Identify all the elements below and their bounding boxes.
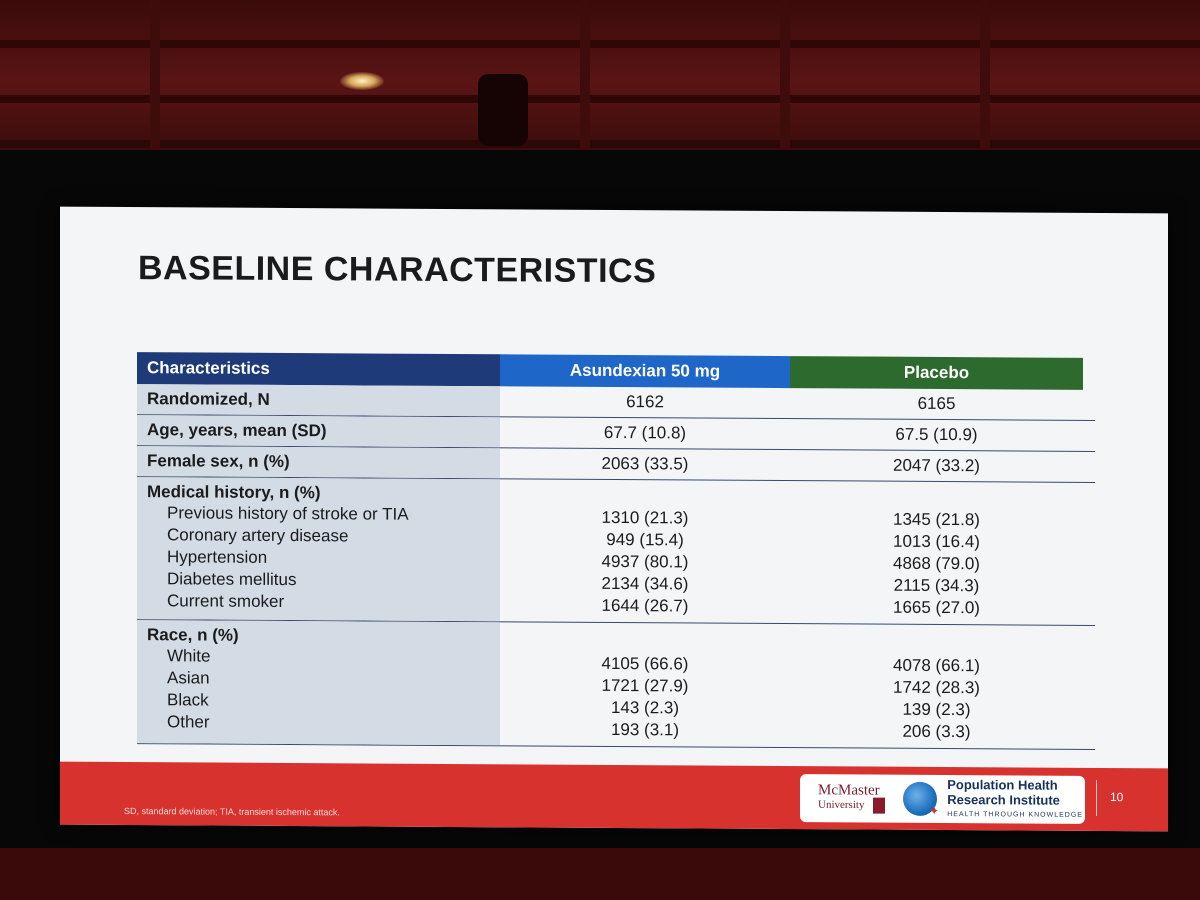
row-label: Race, n (%) (147, 625, 239, 645)
sponsor-logos: McMaster University ✦ Population Health … (800, 774, 1085, 824)
placebo-values: 1345 (21.8) 1013 (16.4) 4868 (79.0) 2115… (790, 481, 1083, 625)
sub-label: Current smoker (167, 591, 285, 611)
sub-label: White (167, 646, 211, 666)
row-label: Female sex, n (%) (137, 446, 500, 479)
placebo-value: 2047 (33.2) (893, 455, 980, 476)
placebo-value: 4868 (79.0) (893, 553, 980, 574)
phri-line1: Population Health (947, 776, 1058, 793)
mcmaster-logo: McMaster University (818, 782, 886, 814)
sub-label: Previous history of stroke or TIA (167, 503, 409, 524)
ceiling-beam (0, 40, 1200, 48)
ceiling-truss (980, 0, 990, 185)
placebo-value: 4078 (66.1) (893, 655, 980, 676)
asundexian-values: 4105 (66.6) 1721 (27.9) 143 (2.3) 193 (3… (500, 622, 790, 747)
row-label: Randomized, N (137, 384, 500, 417)
ceiling-beam (0, 140, 1200, 148)
header-asundexian: Asundexian 50 mg (500, 354, 790, 389)
asundexian-value: 1310 (21.3) (601, 507, 689, 528)
asundexian-values: 1310 (21.3) 949 (15.4) 4937 (80.1) 2134 … (500, 479, 790, 623)
ceiling-truss (580, 0, 590, 185)
sub-label: Coronary artery disease (167, 525, 349, 546)
placebo-value: 1013 (16.4) (893, 531, 980, 552)
sub-label: Black (167, 690, 209, 710)
sub-label: Diabetes mellitus (167, 569, 297, 590)
asundexian-value: 193 (3.1) (610, 719, 680, 740)
asundexian-value: 143 (2.3) (610, 697, 680, 718)
sub-label: Hypertension (167, 547, 268, 567)
asundexian-value: 2134 (34.6) (601, 573, 689, 594)
presentation-slide: BASELINE CHARACTERISTICS Characteristics… (60, 206, 1168, 832)
asundexian-value: 1721 (27.9) (601, 675, 689, 696)
asundexian-value: 4105 (66.6) (601, 653, 689, 674)
stage-floor (0, 848, 1200, 900)
ceiling-light (340, 72, 384, 90)
phri-line2: Research Institute (947, 791, 1060, 808)
ceiling-beam (0, 95, 1200, 103)
placebo-values: 4078 (66.1) 1742 (28.3) 139 (2.3) 206 (3… (790, 624, 1083, 749)
crest-icon (873, 797, 886, 814)
slide-footer: SD, standard deviation; TIA, transient i… (60, 761, 1168, 832)
hanging-speaker (478, 74, 528, 146)
footnote: SD, standard deviation; TIA, transient i… (124, 806, 340, 818)
phri-logo: Population Health Research Institute HEA… (947, 777, 1083, 823)
placebo-value: 139 (2.3) (902, 699, 971, 720)
header-characteristics: Characteristics (137, 352, 500, 387)
asundexian-value: 2063 (33.5) (601, 453, 689, 474)
asundexian-value: 6162 (626, 392, 664, 412)
mcmaster-name: McMaster (818, 782, 880, 799)
page-number: 10 (1110, 790, 1124, 805)
sub-label: Asian (167, 668, 210, 688)
slide-title: BASELINE CHARACTERISTICS (138, 249, 657, 291)
asundexian-value: 4937 (80.1) (601, 551, 689, 572)
page-divider (1096, 779, 1097, 816)
globe-icon: ✦ (903, 781, 940, 818)
asundexian-value: 1644 (26.7) (601, 595, 689, 616)
placebo-value: 1345 (21.8) (893, 509, 980, 530)
table-row-medical-history: Medical history, n (%) Previous history … (137, 477, 1095, 626)
asundexian-value: 949 (15.4) (606, 529, 684, 550)
table-row-race: Race, n (%) White Asian Black Other 4105… (137, 620, 1095, 750)
placebo-value: 67.5 (10.9) (895, 424, 978, 445)
placebo-value: 206 (3.3) (902, 721, 971, 742)
header-placebo: Placebo (790, 356, 1083, 390)
placebo-value: 1665 (27.0) (893, 597, 980, 618)
maple-leaf-icon: ✦ (929, 803, 940, 818)
ceiling-truss (780, 0, 790, 185)
baseline-table: Characteristics Asundexian 50 mg Placebo… (137, 352, 1095, 750)
mcmaster-sub: University (818, 798, 865, 812)
sub-label: Other (167, 712, 210, 732)
placebo-value: 1742 (28.3) (893, 677, 980, 698)
placebo-value: 6165 (917, 393, 956, 414)
medical-history-labels: Medical history, n (%) Previous history … (137, 477, 500, 622)
phri-tagline: HEALTH THROUGH KNOWLEDGE (947, 810, 1083, 819)
row-label: Medical history, n (%) (147, 482, 321, 503)
ceiling-truss (150, 0, 160, 185)
placebo-value: 2115 (34.3) (893, 575, 980, 596)
row-label: Age, years, mean (SD) (137, 415, 500, 448)
asundexian-value: 67.7 (10.8) (603, 422, 687, 443)
race-labels: Race, n (%) White Asian Black Other (137, 620, 500, 746)
